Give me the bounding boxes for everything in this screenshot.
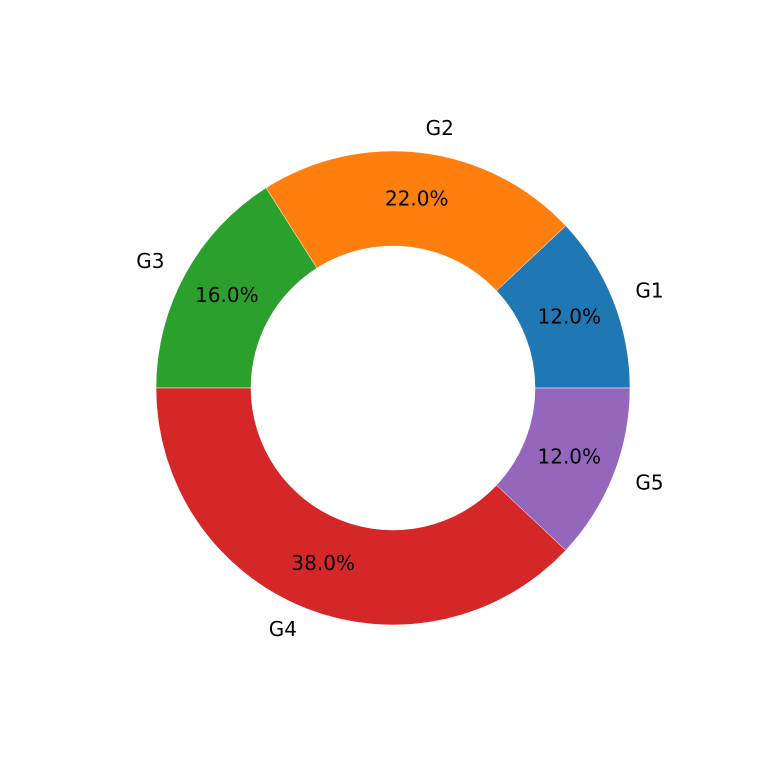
category-label: G4 bbox=[269, 617, 297, 641]
category-label: G5 bbox=[635, 470, 663, 494]
category-label: G2 bbox=[426, 116, 454, 140]
value-label: 38.0% bbox=[291, 551, 355, 575]
category-label: G1 bbox=[635, 279, 663, 303]
wedge bbox=[496, 387, 631, 551]
value-label: 12.0% bbox=[538, 305, 602, 329]
value-label: 16.0% bbox=[195, 283, 259, 307]
wedge bbox=[265, 150, 567, 292]
wedge bbox=[155, 387, 567, 626]
value-label: 12.0% bbox=[538, 444, 602, 468]
value-label: 22.0% bbox=[385, 186, 449, 210]
category-label: G3 bbox=[136, 249, 164, 273]
